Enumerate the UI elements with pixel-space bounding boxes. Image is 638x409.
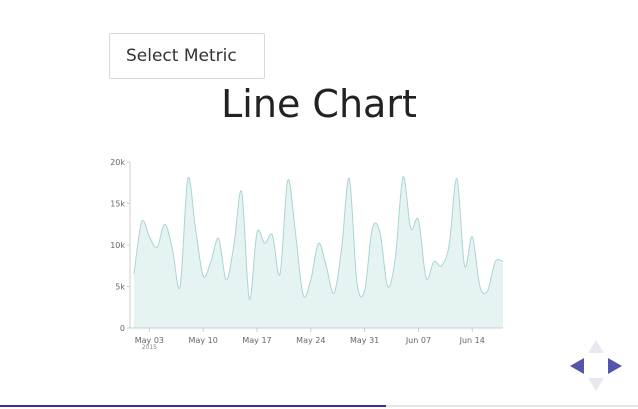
chart-area-layer [133,176,504,328]
presentation-progress-bar [0,405,386,407]
x-tick-label: Jun 14 [459,336,485,345]
nav-down-arrow-icon [588,378,604,391]
presentation-progress-track [0,405,638,407]
select-metric-button[interactable]: Select Metric [109,33,265,79]
x-tick-label: May 24 [296,336,325,345]
nav-left-arrow-icon[interactable] [570,358,584,374]
series-area-fill [134,176,503,328]
x-tick-label: May 03 [135,336,164,345]
x-tick-label: May 17 [242,336,271,345]
x-tick-year-label: 2015 [142,344,157,351]
x-tick-label: May 31 [350,336,379,345]
nav-right-arrow-icon[interactable] [608,358,622,374]
y-tick-label: 5k [115,283,125,292]
nav-up-arrow-icon [588,340,604,353]
chart-y-ticks: 0 5k 10k 15k 20k [110,158,130,333]
y-tick-label: 0 [120,324,125,333]
page-title: Line Chart [221,82,417,126]
y-tick-label: 15k [110,200,125,209]
y-tick-label: 10k [110,241,125,250]
x-tick-label: May 10 [189,336,218,345]
y-tick-label: 20k [110,158,125,167]
series-line [133,176,504,300]
x-tick-label: Jun 07 [405,336,431,345]
